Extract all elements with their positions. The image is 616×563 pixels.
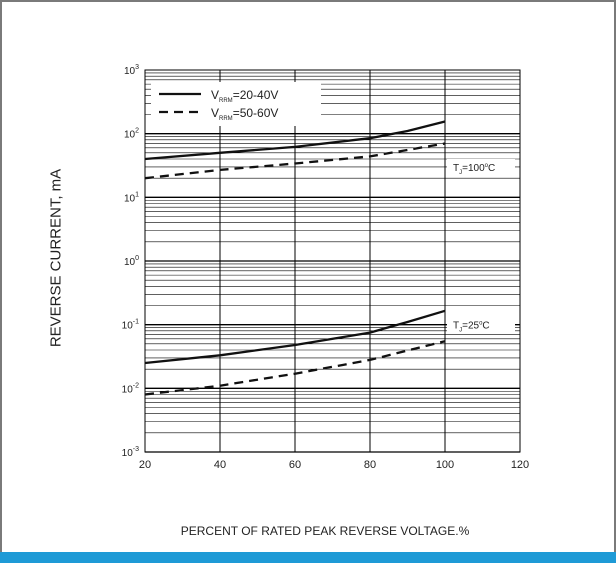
y-tick-label: 102 bbox=[124, 128, 139, 141]
series-line bbox=[144, 340, 446, 396]
y-tick-label: 103 bbox=[124, 64, 139, 77]
x-tick-label: 40 bbox=[214, 459, 226, 471]
x-tick-label: 120 bbox=[511, 459, 529, 471]
x-tick-label: 100 bbox=[436, 459, 454, 471]
y-tick-label: 100 bbox=[124, 255, 139, 268]
x-axis-label: PERCENT OF RATED PEAK REVERSE VOLTAGE.% bbox=[180, 524, 470, 538]
x-tick-label: 80 bbox=[364, 459, 376, 471]
y-tick-label: 10-1 bbox=[122, 319, 139, 332]
y-tick-label: 10-2 bbox=[122, 382, 139, 395]
y-tick-label: 101 bbox=[124, 191, 139, 204]
annotation-background bbox=[447, 158, 515, 174]
accent-bar bbox=[0, 552, 616, 563]
series-line bbox=[144, 142, 446, 180]
legend-label: VRRM=50-60V bbox=[211, 106, 278, 122]
series-line bbox=[144, 309, 446, 365]
y-axis-label: REVERSE CURRENT, mA bbox=[47, 168, 65, 348]
annotation-background bbox=[447, 316, 515, 332]
legend-box bbox=[151, 82, 321, 126]
y-tick-label: 10-3 bbox=[122, 446, 139, 459]
x-tick-label: 60 bbox=[289, 459, 301, 471]
annotation-label: TJ=25oC bbox=[453, 321, 490, 334]
legend-label: VRRM=20-40V bbox=[211, 88, 278, 104]
x-tick-label: 20 bbox=[139, 459, 151, 471]
annotation-label: TJ=100oC bbox=[453, 163, 495, 176]
series-line bbox=[144, 120, 446, 161]
